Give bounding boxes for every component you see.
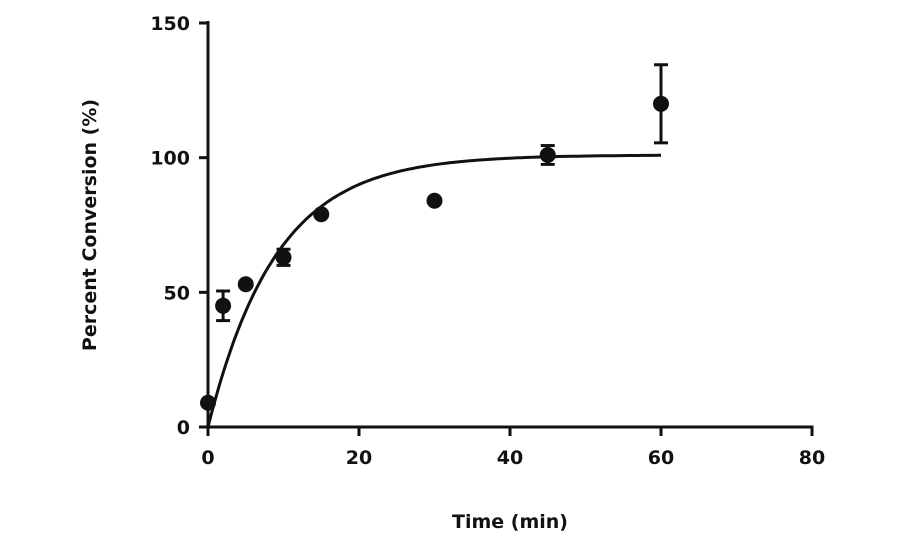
fit-curve [206, 153, 661, 428]
data-point [215, 297, 232, 314]
data-point [653, 95, 669, 112]
fit-curve-group [206, 153, 661, 428]
data-point [539, 146, 556, 163]
y-axis-label: Percent Conversion (%) [79, 99, 101, 351]
x-tick-label: 0 [201, 447, 214, 469]
x-axis-label: Time (min) [452, 511, 568, 533]
axes: 0 20 40 60 80 0 50 100 150 [150, 13, 825, 469]
y-tick-label: 150 [150, 13, 190, 35]
data-point [200, 394, 216, 411]
x-tick-label: 80 [799, 447, 825, 469]
data-point [275, 249, 292, 266]
x-tick-label: 60 [648, 447, 674, 469]
data-point [237, 276, 254, 293]
y-tick-label: 0 [177, 417, 190, 439]
y-tick-label: 100 [150, 148, 190, 170]
data-point [426, 192, 443, 209]
x-tick-label: 20 [346, 447, 372, 469]
x-tick-label: 40 [497, 447, 523, 469]
data-points [200, 63, 669, 411]
data-point [313, 206, 330, 223]
y-tick-label: 50 [164, 282, 190, 304]
